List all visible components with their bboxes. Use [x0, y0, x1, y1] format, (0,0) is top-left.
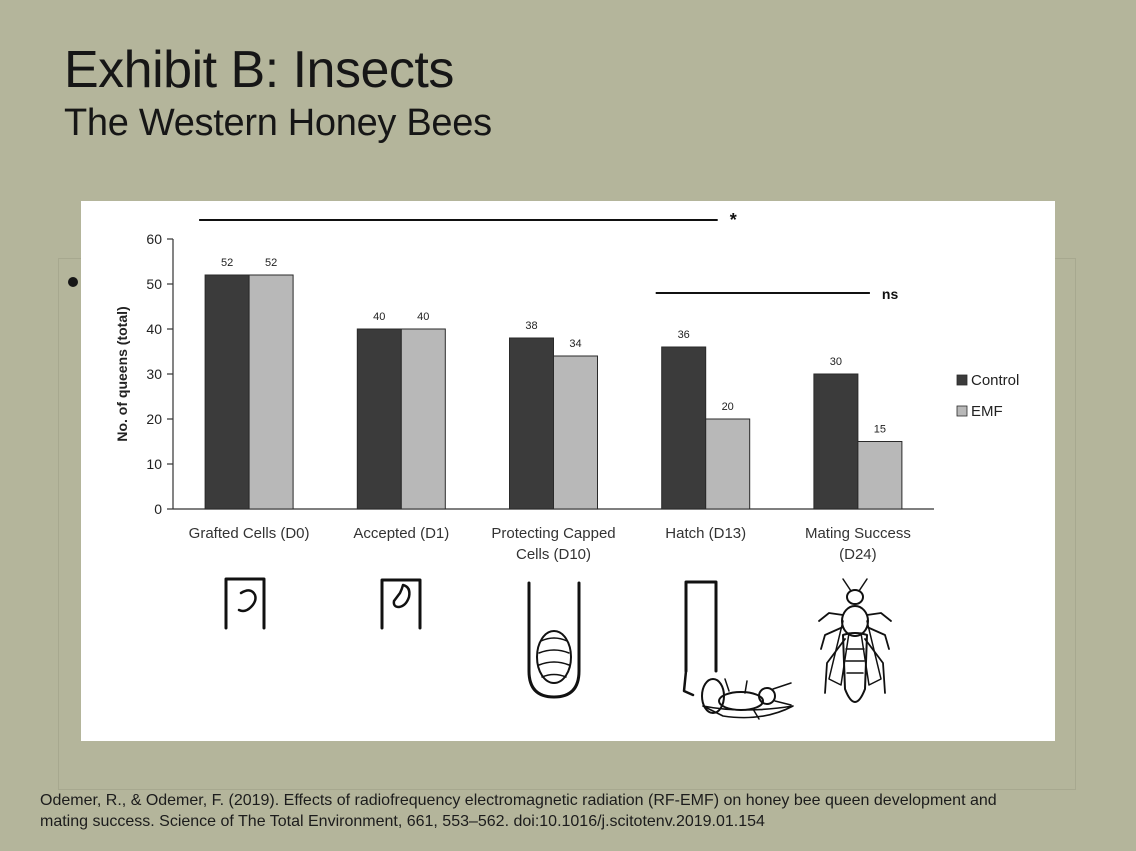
y-tick-label: 0 [154, 501, 162, 517]
data-label: 40 [417, 311, 429, 323]
x-tick-label: Protecting Capped [491, 525, 615, 542]
x-tick-label: (D24) [839, 546, 877, 563]
bar-emf-3 [705, 418, 751, 510]
bar-emf-0 [248, 274, 294, 510]
bullet-dot [68, 277, 78, 287]
bar-control-0 [204, 274, 250, 510]
x-tick-label: Mating Success [805, 525, 911, 542]
grafted-cell-larva-icon [224, 577, 266, 630]
y-tick-label: 60 [146, 231, 162, 247]
x-tick-label: Grafted Cells (D0) [189, 525, 310, 542]
data-label: 30 [830, 356, 842, 368]
citation-line-2: mating success. Science of The Total Env… [40, 813, 765, 830]
x-tick-label: Hatch (D13) [665, 525, 746, 542]
y-tick-label: 20 [146, 411, 162, 427]
bar-control-3 [661, 346, 707, 510]
citation-line-1: Odemer, R., & Odemer, F. (2019). Effects… [40, 792, 997, 809]
y-tick-label: 10 [146, 456, 162, 472]
bar-control-1 [356, 328, 402, 510]
bar-control-2 [509, 337, 554, 510]
data-label: 38 [525, 320, 537, 332]
x-tick-label: Accepted (D1) [353, 525, 449, 542]
legend-swatch-emf [956, 405, 968, 417]
x-tick-label: Cells (D10) [516, 546, 591, 563]
legend-label-emf: EMF [971, 403, 1003, 420]
data-label: 52 [221, 257, 233, 269]
y-tick-label: 30 [146, 366, 162, 382]
data-label: 34 [569, 338, 581, 350]
legend-swatch-control [956, 374, 968, 386]
y-axis-title: No. of queens (total) [114, 306, 130, 441]
bar-emf-1 [400, 328, 446, 510]
citation: Odemer, R., & Odemer, F. (2019). Effects… [40, 790, 1110, 832]
bar-emf-2 [553, 355, 598, 510]
slide-subtitle: The Western Honey Bees [64, 102, 492, 144]
slide-title: Exhibit B: Insects [64, 41, 454, 99]
chart-figure: 0 10 20 30 40 50 60 No. of queens (total) 52 40 3… [81, 201, 1055, 741]
y-tick-label: 50 [146, 276, 162, 292]
y-tick-label: 40 [146, 321, 162, 337]
data-label: 15 [874, 424, 886, 436]
data-label: 20 [722, 401, 734, 413]
accepted-cell-larva-icon [380, 578, 422, 630]
bar-control-4 [813, 373, 859, 510]
legend-label-control: Control [971, 372, 1019, 389]
data-label: 36 [678, 329, 690, 341]
adult-queen-bee-icon [818, 578, 892, 703]
capped-cell-pupa-icon [527, 581, 581, 699]
bar-chart: 0 10 20 30 40 50 60 No. of queens (total) 52 40 3… [114, 210, 1019, 720]
hatching-queen-icon [682, 580, 794, 720]
bar-emf-4 [857, 441, 903, 510]
significance-label: * [730, 210, 737, 230]
data-label: 52 [265, 257, 277, 269]
significance-label: ns [882, 286, 899, 302]
data-label: 40 [373, 311, 385, 323]
